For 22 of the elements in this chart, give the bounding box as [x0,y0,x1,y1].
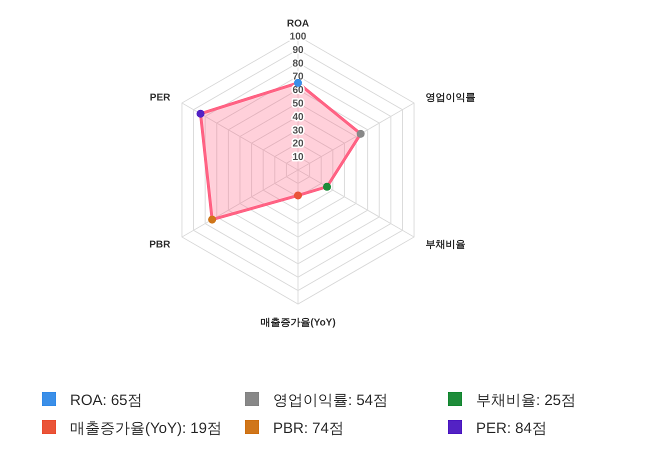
spoke-label: 매출증가율(YoY) [260,317,336,328]
y-tick-label: 90 [292,44,304,56]
spoke-label: ROA [286,18,310,30]
text: 영업이익률: 54점 [273,392,388,409]
spoke-label: PER [150,92,172,104]
text: 부채비율: 25점 [476,392,576,409]
text: ROA: 65점 [70,392,143,409]
y-tick-label: 70 [292,72,304,83]
spoke-label: 부채비율 [426,240,466,251]
spoke-label: PBR [149,240,172,251]
y-tick-label: 50 [292,98,304,110]
spoke-label: 영업이익률 [426,92,476,104]
y-tick-label: 30 [292,125,304,136]
y-tick-label: 60 [292,85,304,96]
y-tick-label: 80 [292,58,304,70]
y-tick-label: 40 [292,112,304,123]
text: PBR: 74점 [273,420,344,437]
text: PER: 84점 [476,420,547,437]
y-tick-label: 20 [292,138,304,150]
text: 매출증가율(YoY): 19점 [70,420,222,437]
y-tick-label: 10 [292,152,304,164]
y-tick-label: 100 [290,32,307,42]
